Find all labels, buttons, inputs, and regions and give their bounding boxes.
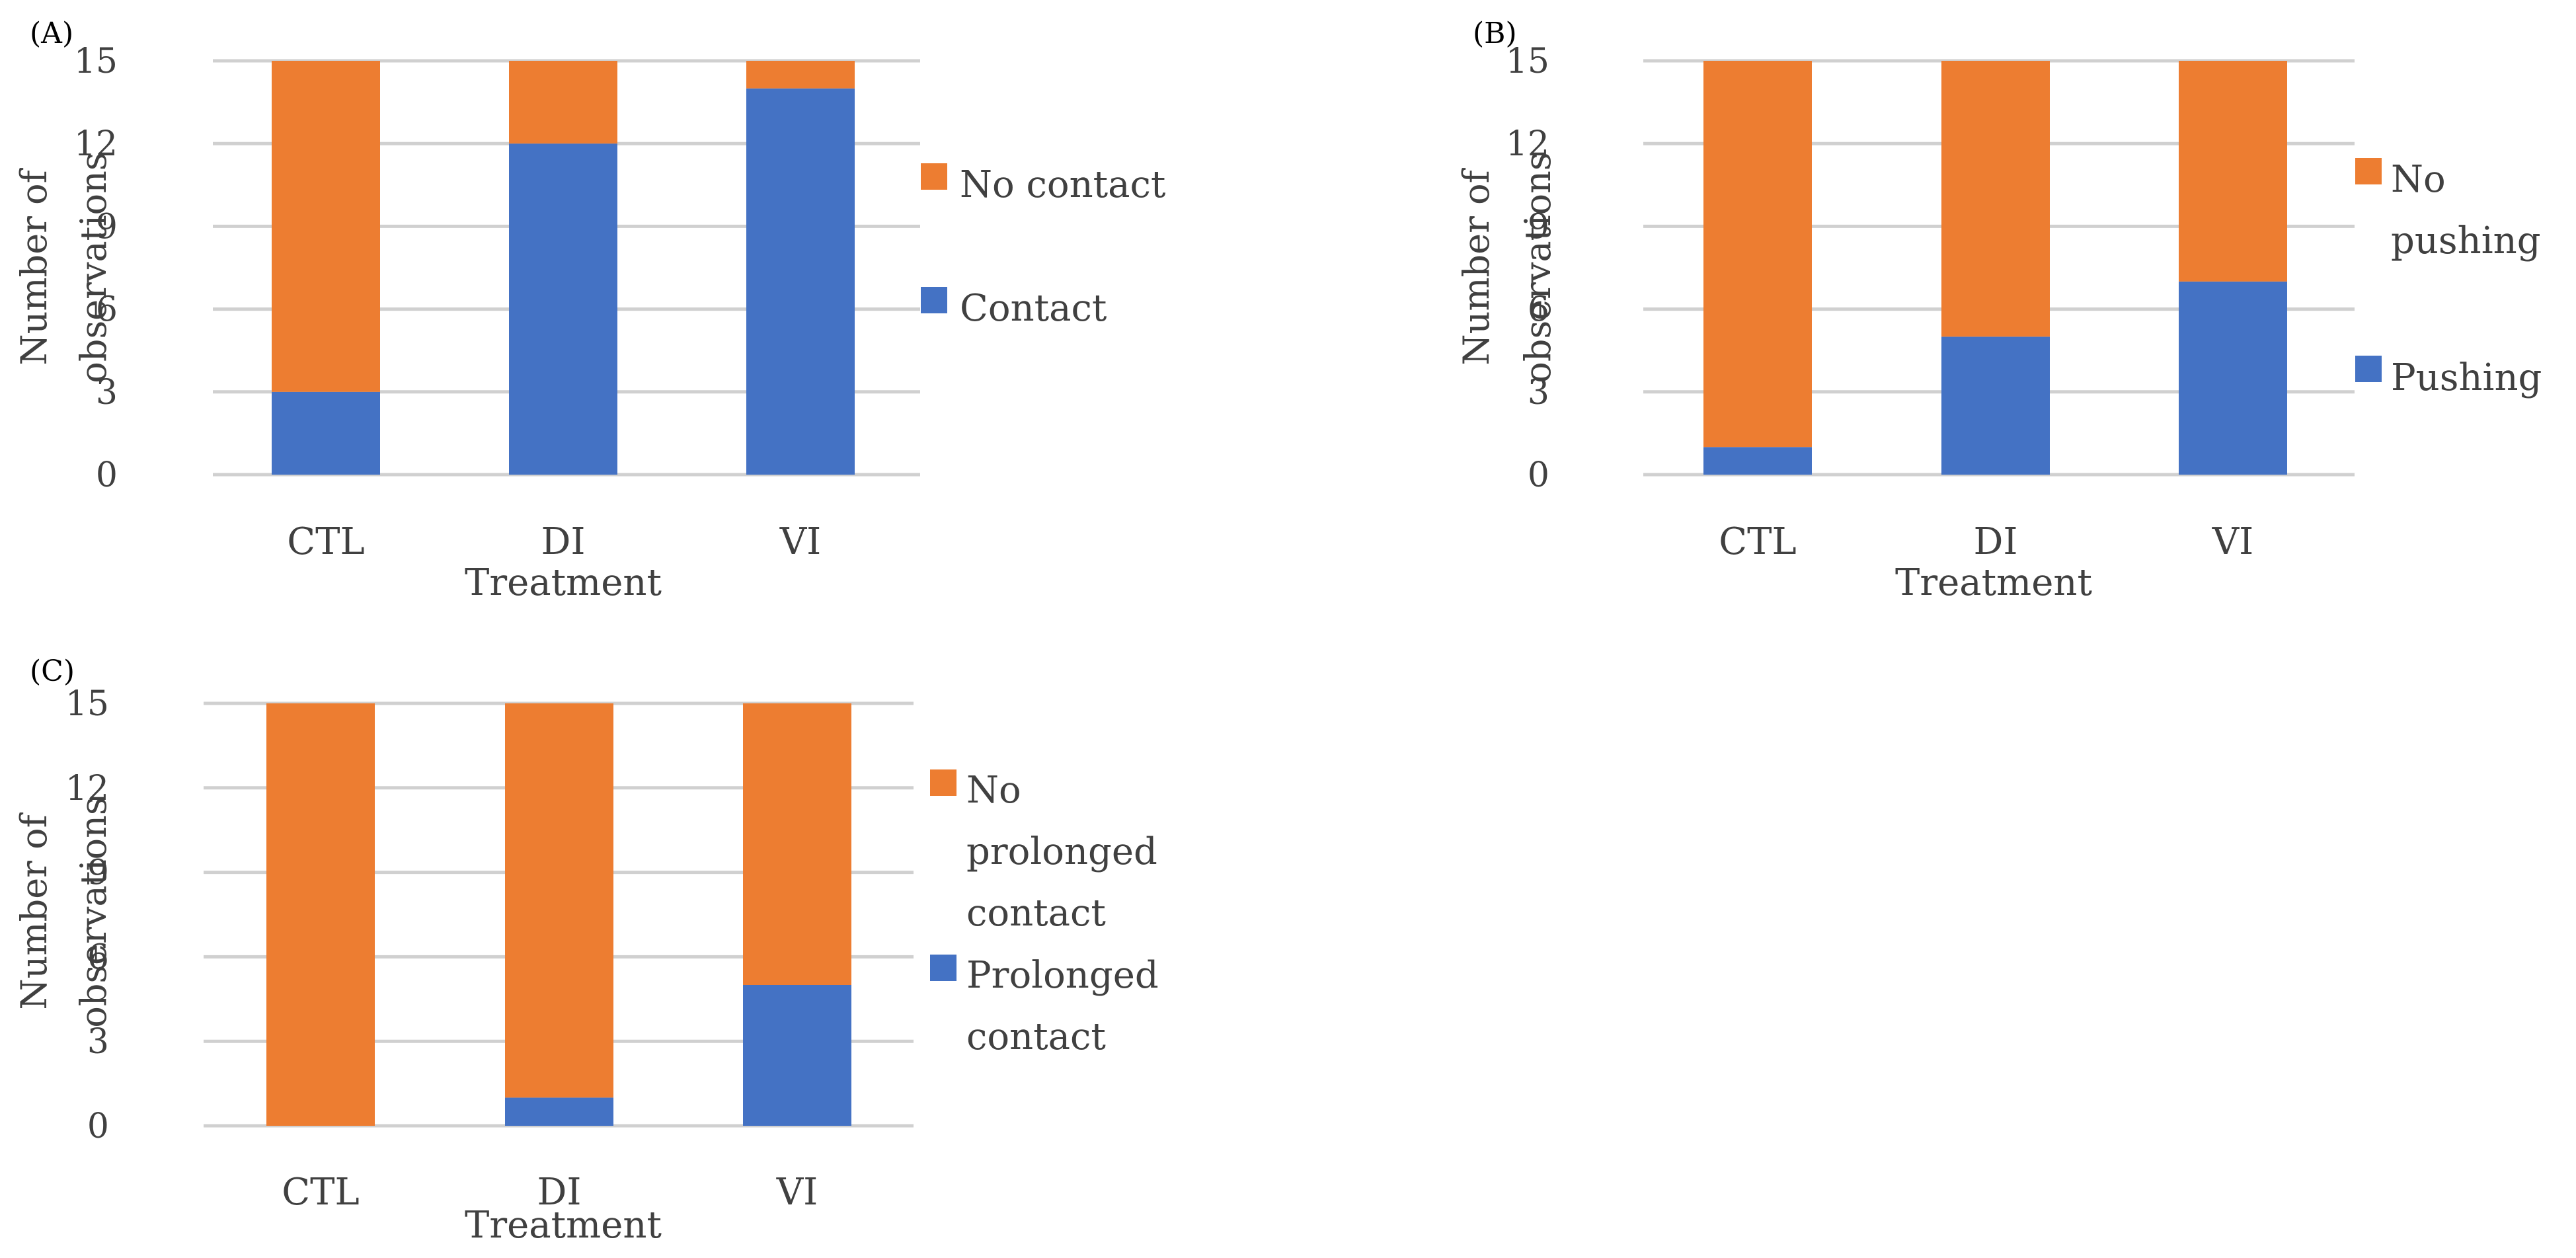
- bar-ctl-contact: [272, 391, 380, 475]
- y-tick-label: 12: [74, 124, 118, 164]
- y-tick-label: 3: [1528, 373, 1549, 413]
- y-axis-title: Number of: [13, 167, 55, 365]
- legend-label: No: [2391, 158, 2446, 201]
- y-axis-title: observations: [73, 797, 114, 1027]
- y-tick-label: 3: [87, 1022, 109, 1062]
- y-tick-label: 6: [96, 290, 118, 330]
- y-tick-label: 0: [96, 455, 118, 495]
- bar-ctl-no-contact: [272, 61, 380, 392]
- bar-vi-contact: [746, 88, 855, 475]
- bar-ctl-pushing: [1703, 447, 1812, 475]
- y-tick-label: 6: [87, 937, 109, 977]
- bar-di-no-contact: [509, 61, 617, 144]
- y-tick-label: 15: [65, 684, 109, 724]
- y-tick-label: 9: [87, 853, 109, 893]
- y-tick-label: 9: [96, 207, 118, 247]
- legend-swatch: [921, 287, 947, 313]
- legend-label: prolonged: [966, 830, 1157, 873]
- x-tick-label: CTL: [1719, 520, 1796, 563]
- legend-label: contact: [966, 1015, 1106, 1058]
- x-tick-label: DI: [541, 520, 585, 563]
- legend-label: contact: [966, 892, 1106, 935]
- legend-label: No contact: [960, 163, 1166, 206]
- legend-swatch: [921, 163, 947, 190]
- bar-vi-no-contact: [746, 61, 855, 89]
- x-axis-title: Treatment: [465, 1204, 662, 1247]
- y-tick-label: 12: [65, 769, 109, 808]
- chart-panel-c: (C) 0 3 6 9 12 15 Number of observations CTL DI VI T…: [13, 654, 1159, 1247]
- panel-label: (C): [30, 654, 75, 688]
- bar-di-contact: [509, 143, 617, 475]
- y-tick-label: 0: [87, 1107, 109, 1146]
- y-axis-title: observations: [1517, 152, 1559, 383]
- bar-ctl-no-prolonged-contact: [266, 703, 375, 1126]
- chart-panel-a: (A) 0 3 6 9 12 15 Number of observations CTL DI VI T…: [13, 17, 1166, 604]
- bar-di-no-pushing: [1941, 61, 2050, 337]
- legend-label: pushing: [2391, 219, 2541, 262]
- y-axis-title: observations: [73, 152, 114, 383]
- y-tick-label: 15: [74, 42, 118, 81]
- bar-ctl-no-pushing: [1703, 61, 1812, 448]
- bar-vi-no-pushing: [2179, 61, 2287, 282]
- y-axis-title: Number of: [1456, 167, 1497, 365]
- x-axis-title: Treatment: [465, 561, 662, 604]
- x-tick-label: VI: [779, 520, 822, 563]
- bar-di-prolonged-contact: [505, 1097, 613, 1126]
- legend-label: Pushing: [2391, 356, 2542, 399]
- legend-swatch: [930, 769, 956, 796]
- bar-di-no-prolonged-contact: [505, 703, 613, 1098]
- y-tick-label: 12: [1506, 124, 1549, 164]
- x-tick-label: CTL: [287, 520, 364, 563]
- bar-di-pushing: [1941, 336, 2050, 475]
- x-axis-title: Treatment: [1895, 561, 2092, 604]
- y-tick-label: 15: [1506, 42, 1549, 81]
- x-tick-label: DI: [1973, 520, 2017, 563]
- y-tick-label: 6: [1528, 290, 1549, 330]
- bar-vi-pushing: [2179, 281, 2287, 475]
- legend-label: No: [966, 769, 1021, 812]
- legend-label: Prolonged: [966, 954, 1159, 997]
- x-tick-label: CTL: [282, 1171, 359, 1214]
- legend-label: Contact: [960, 287, 1107, 330]
- x-tick-label: VI: [776, 1171, 818, 1214]
- x-tick-label: VI: [2212, 520, 2254, 563]
- bar-vi-prolonged-contact: [743, 985, 851, 1126]
- chart-panel-b: (B) 0 3 6 9 12 15 Number of observations CTL DI VI T…: [1456, 17, 2542, 604]
- x-tick-label: DI: [537, 1171, 581, 1214]
- panel-label: (A): [30, 17, 73, 50]
- y-axis-title: Number of: [13, 812, 55, 1009]
- y-tick-label: 0: [1528, 455, 1549, 495]
- y-tick-label: 3: [96, 373, 118, 413]
- legend-swatch: [2355, 158, 2382, 184]
- legend-swatch: [2355, 356, 2382, 382]
- panel-label: (B): [1473, 17, 1517, 50]
- y-tick-label: 9: [1528, 207, 1549, 247]
- legend-swatch: [930, 955, 956, 981]
- bar-vi-no-prolonged-contact: [743, 703, 851, 985]
